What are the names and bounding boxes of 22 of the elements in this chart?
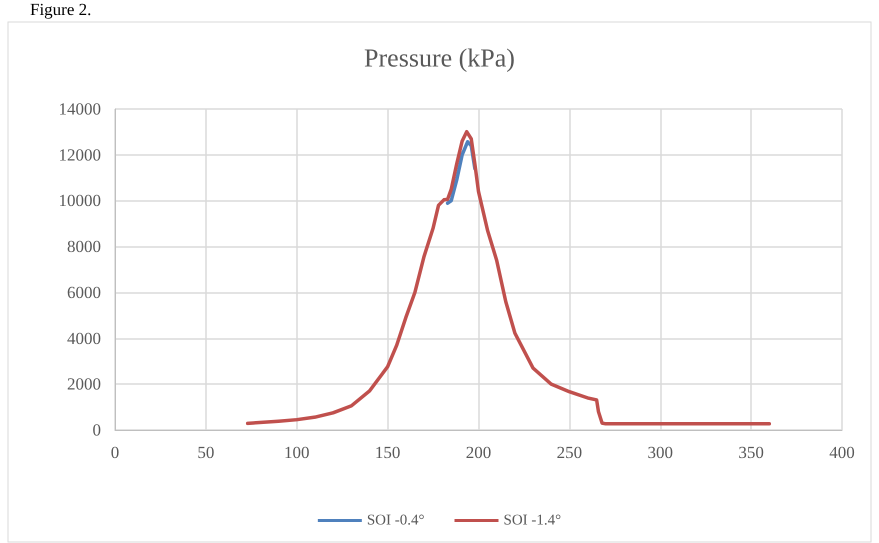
y-tick-label: 8000 [67,237,101,256]
y-tick-label: 0 [92,420,101,440]
x-tick-label: 400 [829,443,855,462]
x-tick-label: 300 [648,443,673,462]
legend-label: SOI -1.4° [504,512,562,528]
y-tick-label: 12000 [58,145,101,164]
legend-label: SOI -0.4° [366,512,425,528]
x-tick-label: 350 [738,443,764,462]
x-tick-label: 50 [197,443,214,462]
caption: Figure 2. [30,0,92,19]
y-tick-label: 14000 [58,100,101,118]
x-tick-label: 0 [110,443,120,462]
chart-title: Pressure (kPa) [364,44,515,72]
x-tick-label: 200 [466,443,492,462]
line-series [246,130,772,426]
y-tick-label: 6000 [67,282,101,302]
y-tick-label: 10000 [58,191,101,210]
y-tick-label: 2000 [67,374,101,394]
y-tick-label: 4000 [67,328,101,348]
x-tick-label: 250 [556,443,582,462]
x-tick-label: 150 [374,443,400,462]
x-tick-label: 100 [284,443,310,462]
